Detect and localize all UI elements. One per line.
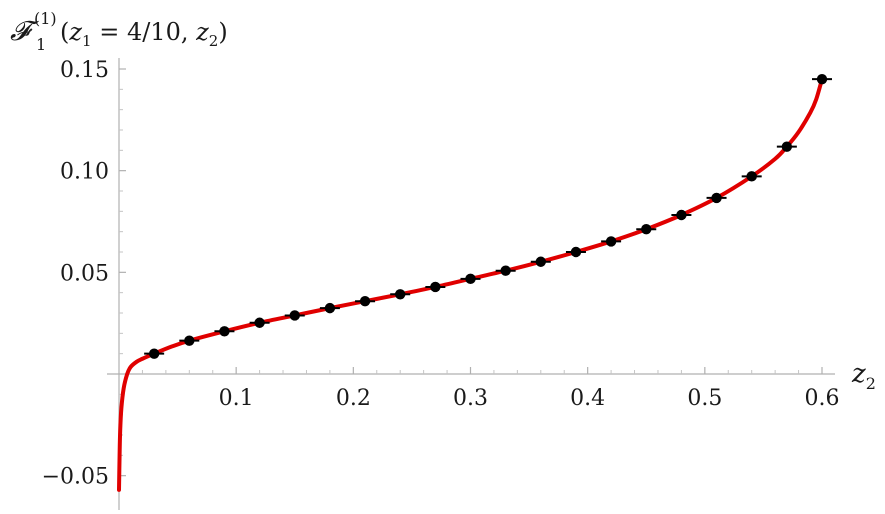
data-point [500,265,511,276]
x-tick-label: 0.6 [805,386,840,411]
xlabel-sub: 2 [866,374,876,393]
fit-curve [117,77,824,492]
data-point [184,335,195,346]
data-point [605,236,617,247]
svg-text:(z1 = 4/10, z2): (z1 = 4/10, z2) [60,18,228,50]
ylabel-z2-sub: 2 [209,32,219,50]
data-point [641,224,652,235]
x-tick-label: 0.1 [219,386,254,411]
ylabel-equals-value: = 4/10, [92,18,197,46]
data-point [465,273,476,285]
y-tick-label: 0.15 [60,58,109,83]
y-tick-label: 0.05 [60,261,109,286]
x-axis-title: z2 [851,359,876,393]
x-tick-label: 0.4 [570,386,605,411]
y-tick-label: −0.05 [42,465,109,490]
data-point [359,296,371,307]
ylabel-z1-sub: 1 [82,32,92,50]
data-point [324,302,336,314]
y-tick-label: 0.10 [60,160,109,185]
data-point [219,326,230,337]
ylabel-subscript: 1 [36,35,46,54]
svg-text:z2: z2 [851,359,876,393]
ylabel-args-open: ( [60,18,69,46]
data-point [395,289,406,300]
x-ticks: 0.1 0.2 0.3 0.4 0.5 0.6 [141,367,840,411]
data-point [781,141,793,152]
ylabel-z2: z [195,18,209,46]
ylabel-superscript: (1) [34,9,57,28]
data-point [535,256,546,267]
xlabel-symbol: z [851,359,866,389]
data-point [746,171,757,182]
ylabel-args-close: ) [218,18,227,46]
data-point [148,348,160,359]
data-point [289,310,300,321]
x-tick-label: 0.5 [687,386,722,411]
data-point [816,73,828,85]
y-ticks: −0.05 0.05 0.10 0.15 [42,58,126,490]
x-tick-label: 0.2 [336,386,371,411]
x-tick-label: 0.3 [453,386,488,411]
data-point [430,281,441,293]
y-axis-title: 𝓕 (1) 1 (z1 = 4/10, z2) [10,9,228,54]
ylabel-z1: z [68,18,82,46]
plot-series [117,73,832,492]
data-point [711,192,722,204]
data-point [676,209,687,221]
data-point [254,317,265,328]
data-point [570,246,582,258]
